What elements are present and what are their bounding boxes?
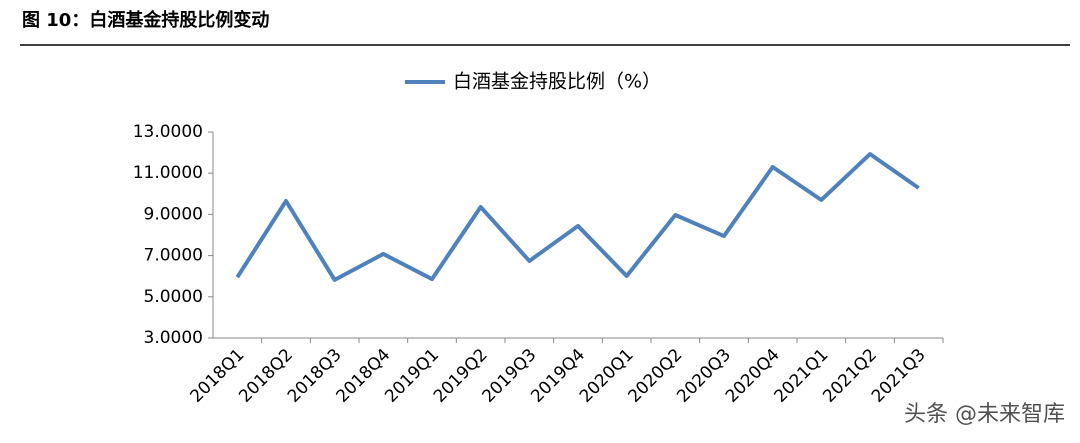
y-tick-label: 13.0000 bbox=[133, 122, 203, 142]
y-tick-label: 7.0000 bbox=[144, 246, 203, 266]
x-tick-label: 2021Q3 bbox=[868, 345, 930, 407]
y-tick-label: 9.0000 bbox=[144, 204, 203, 224]
line-series bbox=[235, 152, 920, 282]
y-tick-label: 11.0000 bbox=[133, 163, 203, 183]
y-tick-label: 3.0000 bbox=[144, 328, 203, 348]
watermark: 头条 @未来智库 bbox=[904, 402, 1065, 427]
y-tick-label: 5.0000 bbox=[144, 287, 203, 307]
figure-caption: 图 10：白酒基金持股比例变动 bbox=[22, 9, 269, 31]
legend-label: 白酒基金持股比例（%） bbox=[453, 71, 661, 93]
